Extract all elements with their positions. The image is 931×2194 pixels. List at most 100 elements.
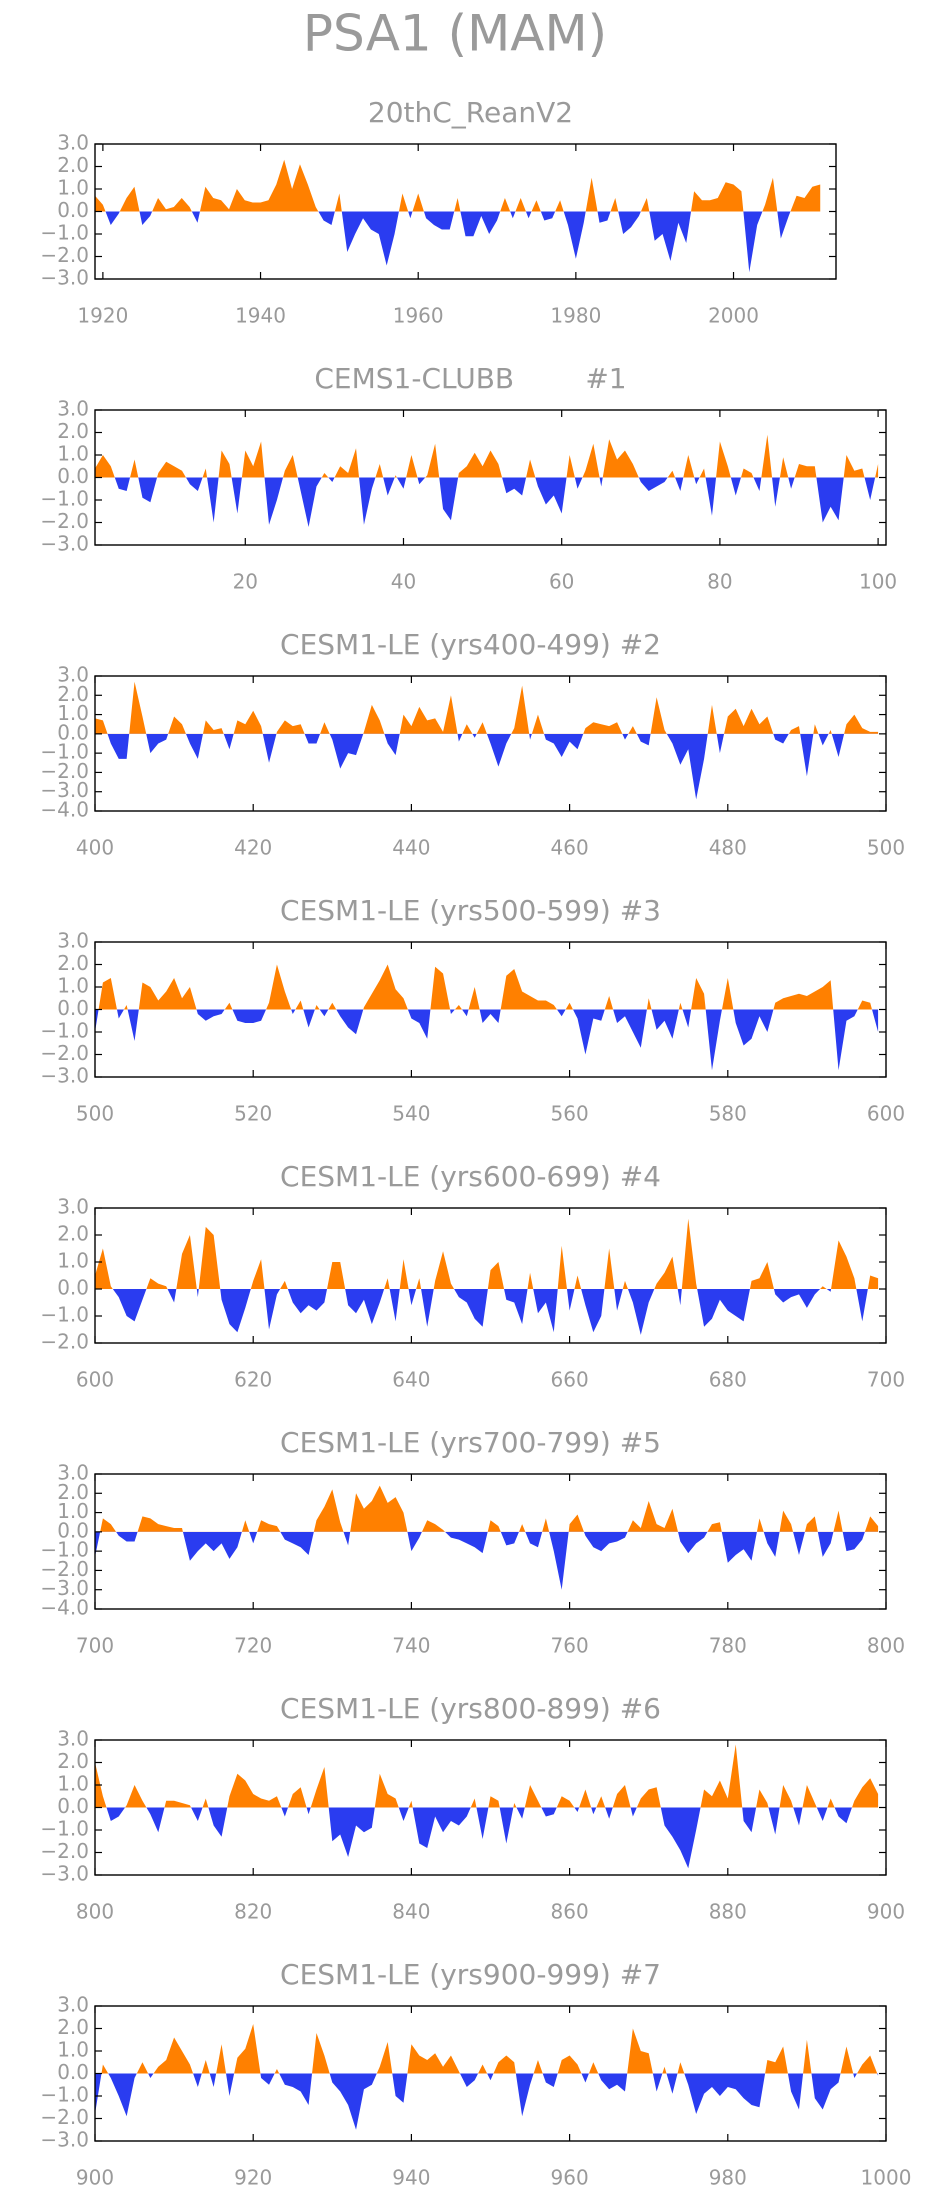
y-tick-label: −1.0 <box>40 1538 89 1562</box>
x-tick-label: 1980 <box>550 304 601 328</box>
area-below <box>95 1009 879 1071</box>
y-tick-label: 0.0 <box>57 1276 89 1300</box>
area-below <box>107 733 845 800</box>
y-tick-label: −1.0 <box>40 2083 89 2107</box>
y-tick-label: 1.0 <box>57 442 89 466</box>
x-tick-label: 820 <box>234 1900 272 1924</box>
panel: CESM1-LE (yrs700-799) #5 3.02.01.00.0−1.0… <box>40 1426 905 1658</box>
x-tick-label: 40 <box>391 570 416 594</box>
panel-title: CESM1-LE (yrs600-699) #4 <box>280 1160 661 1193</box>
y-tick-label: −1.0 <box>40 1019 89 1043</box>
x-tick-label: 580 <box>709 1102 747 1126</box>
y-tick-label: −1.0 <box>40 1817 89 1841</box>
x-tick-label: 860 <box>551 1900 589 1924</box>
y-tick-label: 2.0 <box>57 1749 89 1773</box>
area-above <box>95 964 879 1010</box>
x-tick-label: 680 <box>709 1368 747 1392</box>
x-tick-label: 920 <box>234 2166 272 2190</box>
y-tick-label: 0.0 <box>57 2060 89 2084</box>
y-tick-label: 2.0 <box>57 682 89 706</box>
y-tick-label: −1.0 <box>40 740 89 764</box>
x-tick-label: 620 <box>234 1368 272 1392</box>
x-tick-label: 1920 <box>77 304 128 328</box>
y-tick-label: 0.0 <box>57 996 89 1020</box>
y-tick-label: 3.0 <box>57 1727 89 1751</box>
panel-title: 20thC_ReanV2 <box>368 96 573 129</box>
area-above <box>95 681 879 734</box>
x-tick-label: 940 <box>392 2166 430 2190</box>
x-tick-label: 600 <box>867 1102 905 1126</box>
x-tick-label: 960 <box>551 2166 589 2190</box>
y-tick-label: −3.0 <box>40 532 89 556</box>
panel: CEMS1-CLUBB #1 3.02.01.00.0−1.0−2.0−3.0 20… <box>40 362 897 594</box>
y-tick-label: −2.0 <box>40 243 89 267</box>
x-tick-label: 440 <box>392 836 430 860</box>
x-tick-label: 20 <box>233 570 258 594</box>
y-tick-label: 1.0 <box>57 1499 89 1523</box>
y-tick-label: −3.0 <box>40 1576 89 1600</box>
y-tick-label: 2.0 <box>57 2015 89 2039</box>
plot-frame <box>94 1207 887 1344</box>
y-tick-label: −4.0 <box>40 1596 89 1620</box>
panel: CESM1-LE (yrs600-699) #4 3.0 2.0 1.0 0.0 −1.0… <box>40 1160 905 1392</box>
y-tick-label: 0.0 <box>57 464 89 488</box>
y-tick-label: 1.0 <box>57 1249 89 1273</box>
page-title: PSA1 (MAM) <box>303 5 607 63</box>
area-below <box>95 1807 879 1869</box>
area-above <box>95 159 821 212</box>
y-tick-label: 2.0 <box>57 951 89 975</box>
y-tick-label: −2.0 <box>40 1330 89 1354</box>
y-tick-label: 3.0 <box>57 663 89 687</box>
x-tick-label: 1960 <box>393 304 444 328</box>
y-tick-label: 3.0 <box>57 1461 89 1485</box>
y-tick-label: −3.0 <box>40 778 89 802</box>
y-tick-label: −3.0 <box>40 1064 89 1088</box>
y-tick-label: 3.0 <box>57 131 89 155</box>
y-tick-label: 3.0 <box>57 1993 89 2017</box>
y-tick-label: −4.0 <box>40 798 89 822</box>
area-below <box>95 1289 879 1335</box>
x-tick-label: 500 <box>867 836 905 860</box>
y-tick-label: 2.0 <box>57 419 89 443</box>
y-tick-label: 0.0 <box>57 198 89 222</box>
area-below <box>95 1531 879 1590</box>
area-above <box>95 2024 879 2074</box>
y-tick-label: −2.0 <box>40 1557 89 1581</box>
x-tick-label: 700 <box>867 1368 905 1392</box>
x-tick-label: 740 <box>392 1634 430 1658</box>
panel: CESM1-LE (yrs800-899) #6 3.02.01.00.0−1.0… <box>40 1692 905 1924</box>
panel-title: CEMS1-CLUBB #1 <box>314 362 626 395</box>
x-tick-label: 840 <box>392 1900 430 1924</box>
panel: CESM1-LE (yrs500-599) #3 3.02.01.00.0−1.0… <box>40 894 905 1126</box>
y-tick-label: 2.0 <box>57 1222 89 1246</box>
x-tick-label: 80 <box>707 570 732 594</box>
x-tick-label: 100 <box>859 570 897 594</box>
x-tick-label: 780 <box>709 1634 747 1658</box>
y-tick-label: −3.0 <box>40 266 89 290</box>
panel-title: CESM1-LE (yrs400-499) #2 <box>280 628 661 661</box>
x-tick-label: 800 <box>76 1900 114 1924</box>
area-below <box>95 211 821 273</box>
y-tick-label: 2.0 <box>57 1480 89 1504</box>
panel: CESM1-LE (yrs900-999) #7 3.02.01.00.0−1.0… <box>40 1958 911 2190</box>
x-tick-label: 980 <box>709 2166 747 2190</box>
area-below <box>95 477 879 527</box>
x-tick-label: 400 <box>76 836 114 860</box>
y-tick-label: 1.0 <box>57 974 89 998</box>
x-tick-label: 480 <box>709 836 747 860</box>
y-tick-label: 1.0 <box>57 2038 89 2062</box>
plot-frame <box>94 675 887 812</box>
panel: CESM1-LE (yrs400-499) #2 3.02.01.00.0−1.0… <box>40 628 905 860</box>
panel-title: CESM1-LE (yrs700-799) #5 <box>280 1426 661 1459</box>
x-tick-label: 560 <box>551 1102 589 1126</box>
panel-title: CESM1-LE (yrs800-899) #6 <box>280 1692 661 1725</box>
y-tick-label: −2.0 <box>40 759 89 783</box>
x-tick-label: 500 <box>76 1102 114 1126</box>
plot-frame <box>94 1473 887 1610</box>
y-tick-label: 0.0 <box>57 720 89 744</box>
x-tick-label: 700 <box>76 1634 114 1658</box>
x-tick-label: 60 <box>549 570 574 594</box>
y-tick-label: 3.0 <box>57 1195 89 1219</box>
